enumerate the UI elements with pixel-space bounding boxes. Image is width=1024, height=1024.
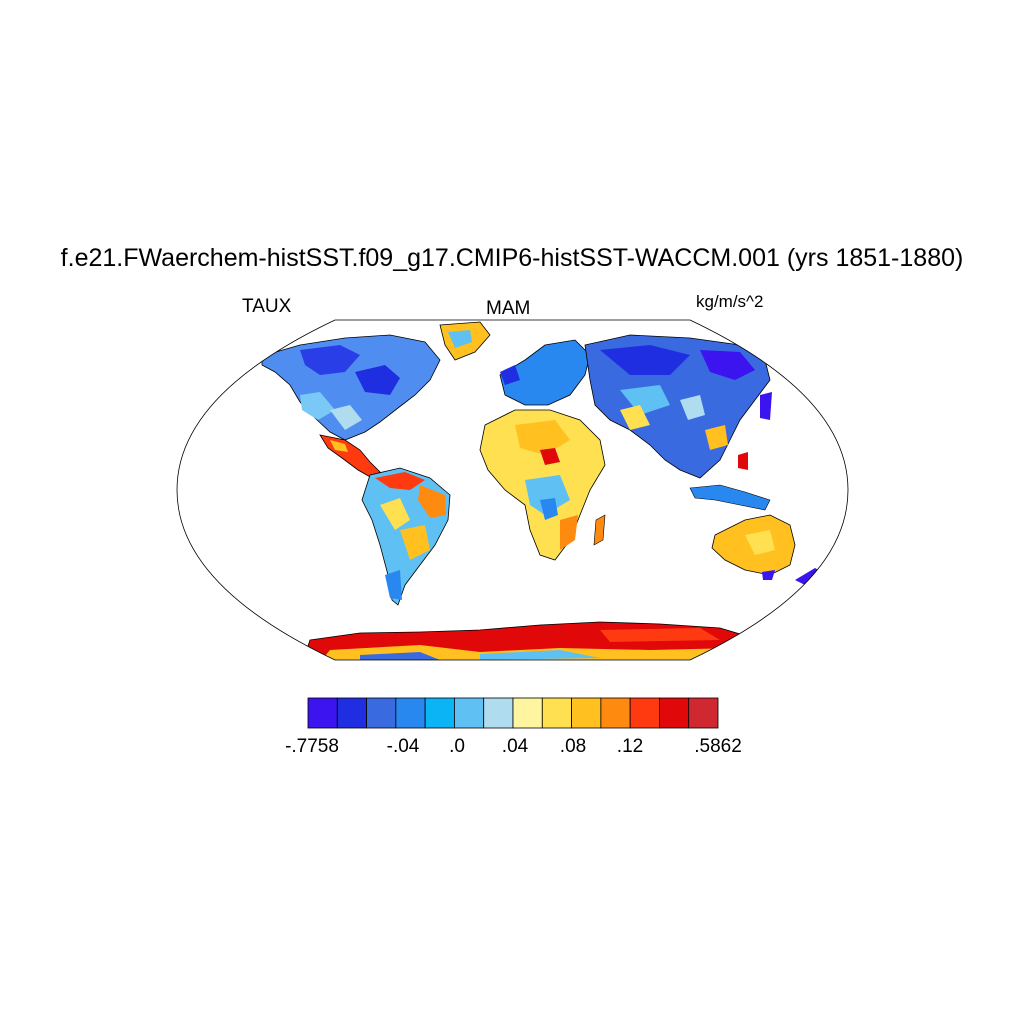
colorbar-swatch (541, 697, 572, 729)
colorbar-swatch (307, 697, 338, 729)
colorbar-tick-label: .12 (616, 736, 644, 757)
central-america (319, 434, 381, 479)
colorbar-swatch (454, 697, 485, 729)
units-label: kg/m/s^2 (696, 292, 764, 311)
colorbar-swatch (366, 697, 397, 729)
colorbar-swatch (336, 697, 367, 729)
colorbar-swatch (395, 697, 426, 729)
colorbar-swatch (483, 697, 514, 729)
page-title: f.e21.FWaerchem-histSST.f09_g17.CMIP6-hi… (60, 244, 964, 272)
colorbar-tick-label: .08 (559, 736, 587, 757)
colorbar-tick-label: -.7758 (285, 736, 339, 757)
maritime-continent (689, 484, 771, 511)
colorbar-swatch (688, 697, 719, 729)
globe-outline (176, 319, 849, 661)
colorbar-tick-label: -.04 (386, 736, 420, 757)
colorbar-swatch (512, 697, 543, 729)
colorbar-swatch (659, 697, 690, 729)
colorbar-swatch (600, 697, 631, 729)
europe (499, 339, 591, 406)
colorbar-tick-label: .5862 (694, 736, 742, 757)
variable-label: TAUX (242, 296, 292, 317)
colorbar-swatch (424, 697, 455, 729)
colorbar-swatch (629, 697, 660, 729)
colorbar-swatch (571, 697, 602, 729)
colorbar-tick-label: .04 (501, 736, 529, 757)
season-label: MAM (486, 298, 531, 319)
colorbar-tick-label: .0 (449, 736, 465, 757)
colorbar (307, 697, 719, 729)
land-fields (261, 321, 822, 660)
